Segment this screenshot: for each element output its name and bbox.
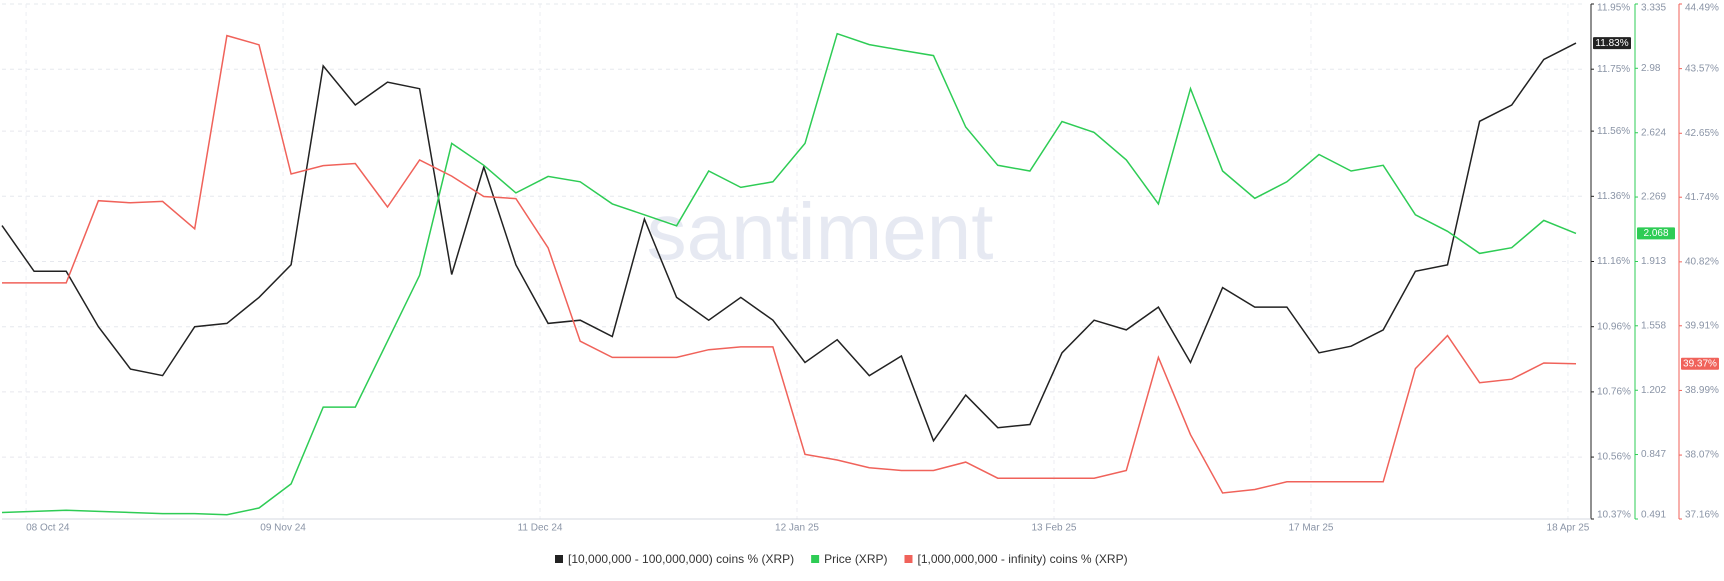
y-tick-label: 2.269 [1641,192,1666,203]
watermark: santiment [647,187,994,276]
y-tick-label: 11.95% [1597,3,1630,14]
y-tick-label: 10.56% [1597,452,1631,463]
y-tick-label: 43.57% [1685,63,1719,74]
y-tick-label: 11.36% [1597,191,1630,202]
value-badge [1637,227,1675,240]
y-tick-label: 0.491 [1641,510,1666,521]
y-tick-label: 38.07% [1685,450,1719,461]
y-tick-label: 37.16% [1685,510,1719,521]
x-tick-label: 13 Feb 25 [1031,523,1076,534]
y-tick-label: 44.49% [1685,3,1719,14]
legend-label: [1,000,000,000 - infinity) coins % (XRP) [917,552,1127,566]
y-tick-label: 1.913 [1641,256,1666,267]
series-line [2,34,1577,494]
y-tick-label: 1.202 [1641,385,1666,396]
y-tick-label: 11.16% [1597,256,1630,267]
y-tick-label: 10.96% [1597,321,1631,332]
x-tick-label: 12 Jan 25 [775,523,819,534]
y-tick-label: 38.99% [1685,385,1719,396]
value-label: 2.068 [1643,228,1668,239]
y-tick-label: 39.91% [1685,320,1719,331]
y-tick-label: 10.76% [1597,387,1631,398]
y-tick-label: 10.37% [1597,510,1631,521]
y-tick-label: 40.82% [1685,256,1719,267]
x-tick-label: 17 Mar 25 [1288,523,1333,534]
y-tick-label: 3.335 [1641,3,1666,14]
y-tick-label: 0.847 [1641,449,1666,460]
x-tick-label: 08 Oct 24 [26,523,70,534]
y-tick-label: 2.624 [1641,127,1666,138]
y-tick-label: 2.98 [1641,63,1661,74]
y-tick-label: 1.558 [1641,320,1666,331]
legend-swatch [811,555,820,563]
legend-swatch [904,555,913,563]
x-tick-label: 09 Nov 24 [260,523,306,534]
series-line [1,32,1577,516]
x-tick-label: 18 Apr 25 [1547,523,1590,534]
value-label: 39.37% [1683,358,1717,369]
value-badge [1593,37,1631,50]
y-tick-label: 41.74% [1685,192,1719,203]
value-badge [1681,357,1719,370]
legend: [10,000,000 - 100,000,000) coins % (XRP)… [555,552,1128,566]
y-tick-label: 11.75% [1597,64,1630,75]
y-tick-label: 42.65% [1685,128,1719,139]
x-tick-label: 11 Dec 24 [518,523,563,534]
legend-swatch [555,555,563,563]
series-line [1,42,1577,443]
legend-label: [10,000,000 - 100,000,000) coins % (XRP) [568,552,794,566]
y-tick-label: 11.56% [1597,126,1630,137]
value-label: 11.83% [1595,38,1628,49]
legend-label: Price (XRP) [824,552,887,566]
